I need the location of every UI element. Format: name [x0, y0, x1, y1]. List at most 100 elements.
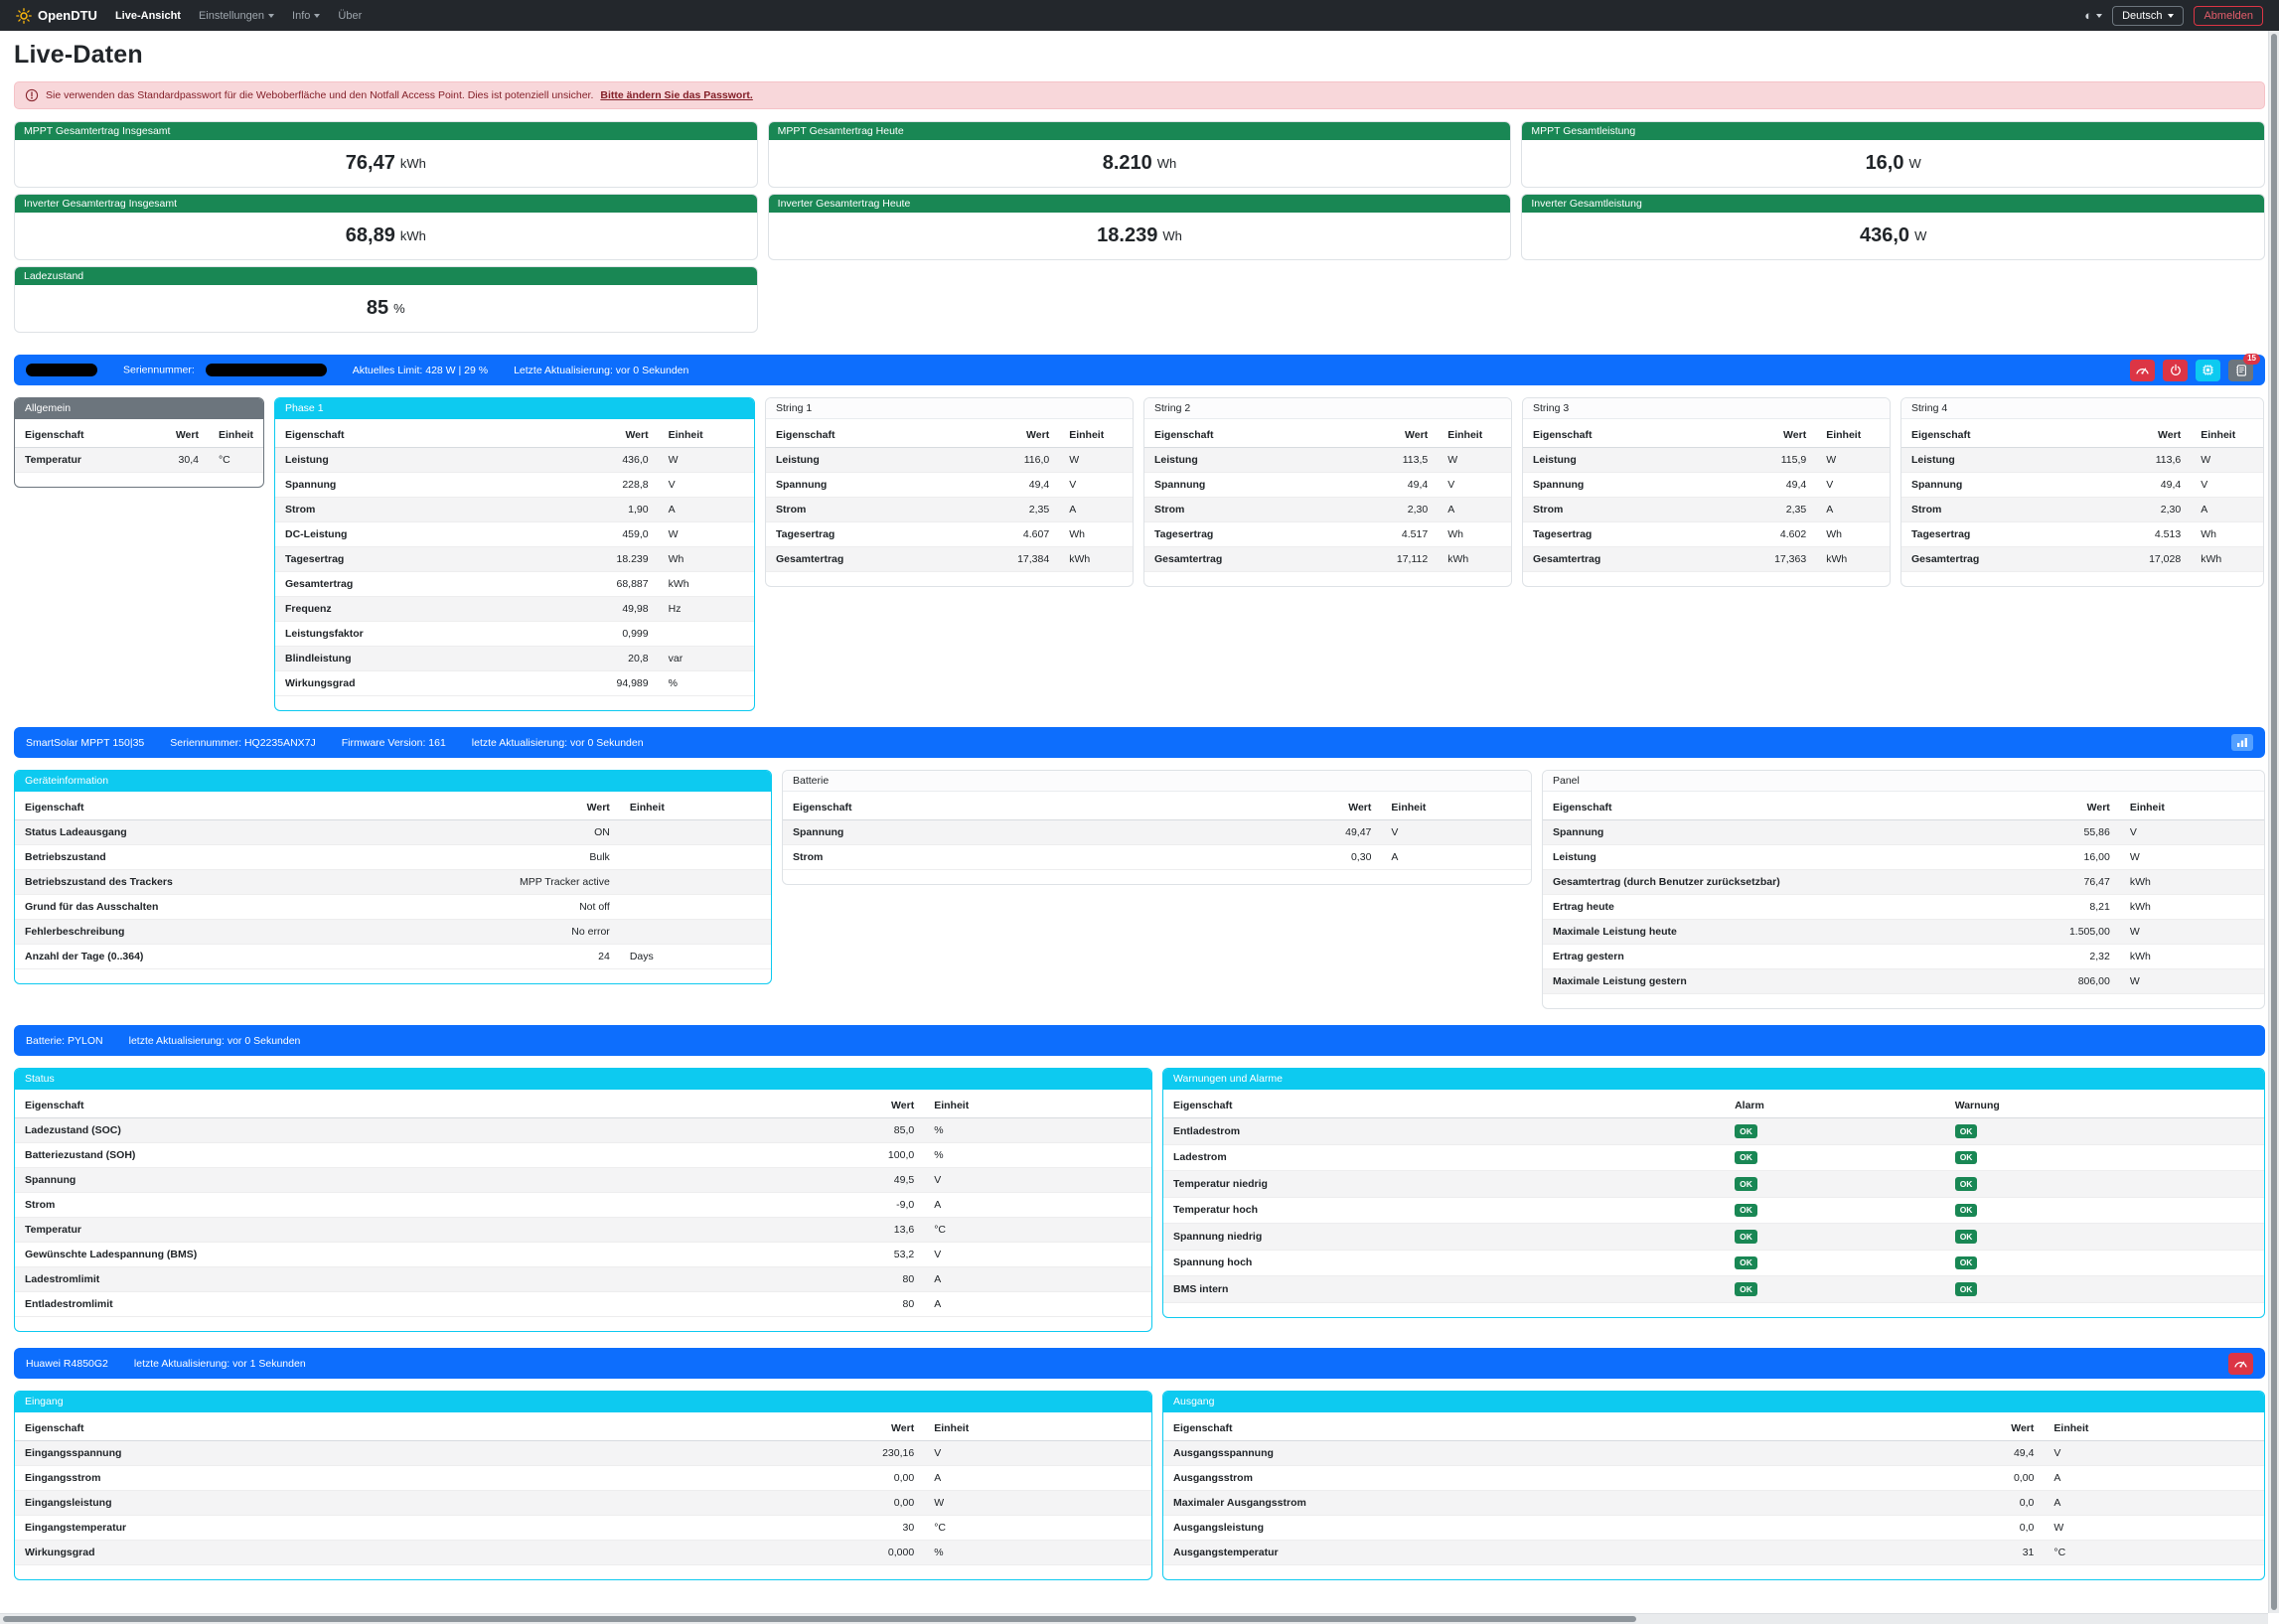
row-label: Spannung [1901, 472, 2140, 498]
row-unit: A [1059, 497, 1133, 522]
row-label: Ausgangstemperatur [1163, 1540, 1945, 1565]
table-row: Strom 0,30 A [783, 844, 1531, 870]
nav-item-live-ansicht[interactable]: Live-Ansicht [114, 9, 181, 22]
card-table-string-2: Eigenschaft Wert Einheit Leistung 113,5 W Span… [1144, 423, 1511, 572]
row-value: 228,8 [606, 472, 659, 498]
brand[interactable]: OpenDTU [16, 7, 97, 24]
table-row: Leistung 436,0 W [275, 447, 754, 473]
row-label: Grund für das Ausschalten [15, 894, 510, 920]
row-value: 49,47 [1313, 819, 1382, 845]
row-label: Gesamtertrag (durch Benutzer zurücksetzb… [1543, 869, 2055, 895]
row-unit: % [658, 670, 754, 696]
table-row: Spannung niedrig OK OK [1163, 1223, 2264, 1251]
row-unit: V [658, 472, 754, 498]
huawei-cards-row: Eingang Eigenschaft Wert Einheit Eingangsspa… [14, 1391, 2265, 1580]
horizontal-scrollbar-thumb[interactable] [3, 1616, 1636, 1622]
row-label: Leistung [766, 447, 1008, 473]
column-header: Eigenschaft [15, 796, 510, 820]
row-unit: W [2119, 844, 2264, 870]
row-label: Ertrag heute [1543, 894, 2055, 920]
power-toggle-button[interactable] [2163, 359, 2188, 381]
column-header: Wert [822, 1094, 925, 1118]
horizontal-scrollbar[interactable] [0, 1613, 2268, 1624]
huawei-title: Huawei R4850G2 [26, 1357, 108, 1370]
card-status: Status Eigenschaft Wert Einheit Ladezustand … [14, 1068, 1152, 1332]
logout-button[interactable]: Abmelden [2194, 5, 2263, 26]
nav-item-info[interactable]: Info [292, 10, 321, 22]
stat-card-title: Ladezustand [15, 267, 757, 285]
table-row: Maximale Leistung gestern 806,00 W [1543, 968, 2264, 994]
huawei-limit-button[interactable] [2228, 1352, 2253, 1375]
column-header: Eigenschaft [1901, 423, 2140, 448]
row-unit: kWh [1438, 546, 1511, 572]
row-unit: A [924, 1192, 1151, 1218]
row-label: Gesamtertrag [1144, 546, 1387, 572]
theme-toggle[interactable]: ◐ [2084, 8, 2103, 23]
row-value: 8,21 [2054, 894, 2120, 920]
chevron-down-icon [314, 14, 321, 18]
stat-card-title: MPPT Gesamtertrag Insgesamt [15, 122, 757, 140]
mini-graph-badge[interactable] [2231, 734, 2253, 751]
row-label: Leistungsfaktor [275, 621, 607, 647]
row-value: Bulk [509, 844, 620, 870]
row-label: Spannung [275, 472, 607, 498]
card-ausgang: Ausgang Eigenschaft Wert Einheit Ausgangsspa… [1162, 1391, 2265, 1580]
row-unit: kWh [2119, 944, 2264, 969]
row-unit: V [1438, 472, 1511, 498]
table-row: Grund für das Ausschalten Not off [15, 894, 771, 920]
row-label: Betriebszustand [15, 844, 510, 870]
column-header: Eigenschaft [1163, 1094, 1726, 1118]
row-unit: V [2119, 819, 2264, 845]
row-value: 49,4 [1386, 472, 1439, 498]
row-value: 0,00 [822, 1490, 925, 1516]
row-label: Betriebszustand des Trackers [15, 869, 510, 895]
card-header-geraeteinformation: Geräteinformation [15, 771, 771, 792]
row-unit: A [1816, 497, 1890, 522]
row-unit: kWh [1059, 546, 1133, 572]
row-value: 17,028 [2139, 546, 2192, 572]
row-status: OK [1725, 1144, 1945, 1171]
row-status: OK [1944, 1170, 2264, 1198]
table-row: BMS intern OK OK [1163, 1275, 2264, 1303]
row-status: OK [1944, 1275, 2264, 1303]
row-unit: A [2191, 497, 2263, 522]
column-header: Eigenschaft [15, 423, 166, 448]
nav-item-einstellungen[interactable]: Einstellungen [199, 10, 275, 22]
row-value: 100,0 [822, 1142, 925, 1168]
column-header: Wert [1007, 423, 1060, 448]
row-label: Strom [783, 844, 1314, 870]
table-row: Strom 2,30 A [1901, 497, 2263, 522]
row-unit: kWh [2191, 546, 2263, 572]
ok-badge: OK [1954, 1177, 1978, 1191]
limit-gauge-button[interactable] [2130, 359, 2155, 381]
device-info-button[interactable] [2196, 359, 2220, 381]
vertical-scrollbar-thumb[interactable] [2271, 34, 2277, 1610]
row-value: 20,8 [606, 646, 659, 671]
row-label: Spannung [1523, 472, 1765, 498]
row-label: Gesamtertrag [275, 571, 607, 597]
row-label: Tagesertrag [1523, 521, 1765, 547]
main-content: Live-Daten Sie verwenden das Standardpas… [0, 41, 2279, 1600]
stats-col-1: MPPT Gesamtertrag Insgesamt 76,47 kWh Inver… [14, 121, 758, 339]
language-select[interactable]: Deutsch [2112, 5, 2185, 26]
row-value: 2,32 [2054, 944, 2120, 969]
column-header: Eigenschaft [275, 423, 607, 448]
column-header: Eigenschaft [783, 796, 1314, 820]
row-value: 4.607 [1007, 521, 1060, 547]
change-password-link[interactable]: Bitte ändern Sie das Passwort. [600, 89, 753, 101]
battery-last-update: letzte Aktualisierung: vor 0 Sekunden [128, 1034, 301, 1047]
eventlog-button[interactable]: 15 [2228, 353, 2260, 381]
card-string-1: String 1 Eigenschaft Wert Einheit Leistung 11… [765, 397, 1134, 587]
ok-badge: OK [1954, 1230, 1978, 1244]
column-header: Wert [2139, 423, 2192, 448]
row-label: Wirkungsgrad [275, 670, 607, 696]
navbar: OpenDTU Live-Ansicht Einstellungen Info … [0, 0, 2279, 31]
vertical-scrollbar[interactable] [2268, 31, 2279, 1613]
stat-card-title: MPPT Gesamtleistung [1522, 122, 2265, 140]
card-string-2: String 2 Eigenschaft Wert Einheit Leistung 11… [1143, 397, 1512, 587]
ok-badge: OK [1735, 1177, 1757, 1191]
row-value: 113,6 [2139, 447, 2192, 473]
stat-card-title: Inverter Gesamtleistung [1522, 195, 2265, 213]
row-label: Ladestrom [1163, 1144, 1726, 1171]
nav-item-ueber[interactable]: Über [338, 9, 363, 22]
